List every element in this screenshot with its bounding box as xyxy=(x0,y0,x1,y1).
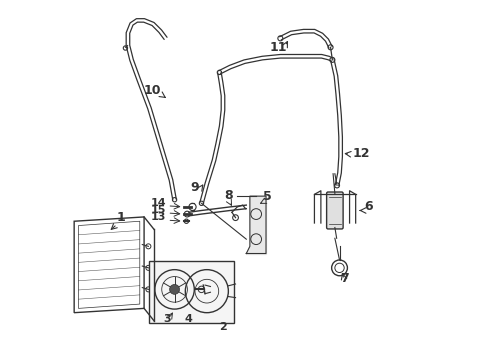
Text: 7: 7 xyxy=(340,272,348,285)
Text: 9: 9 xyxy=(190,181,199,194)
Text: 2: 2 xyxy=(219,322,226,332)
Circle shape xyxy=(169,284,179,294)
Text: 4: 4 xyxy=(184,314,192,324)
Text: 8: 8 xyxy=(224,189,232,202)
Text: 11: 11 xyxy=(269,41,287,54)
Text: 10: 10 xyxy=(143,84,161,97)
Text: 5: 5 xyxy=(263,190,272,203)
Polygon shape xyxy=(246,196,265,253)
Text: 12: 12 xyxy=(351,147,369,160)
Bar xyxy=(149,261,233,323)
Text: 13: 13 xyxy=(151,212,166,222)
Text: 1: 1 xyxy=(116,211,125,224)
Text: 15: 15 xyxy=(151,205,166,215)
Text: 14: 14 xyxy=(150,198,166,208)
FancyBboxPatch shape xyxy=(326,192,343,229)
Text: 3: 3 xyxy=(163,314,171,324)
Text: 6: 6 xyxy=(364,201,372,213)
